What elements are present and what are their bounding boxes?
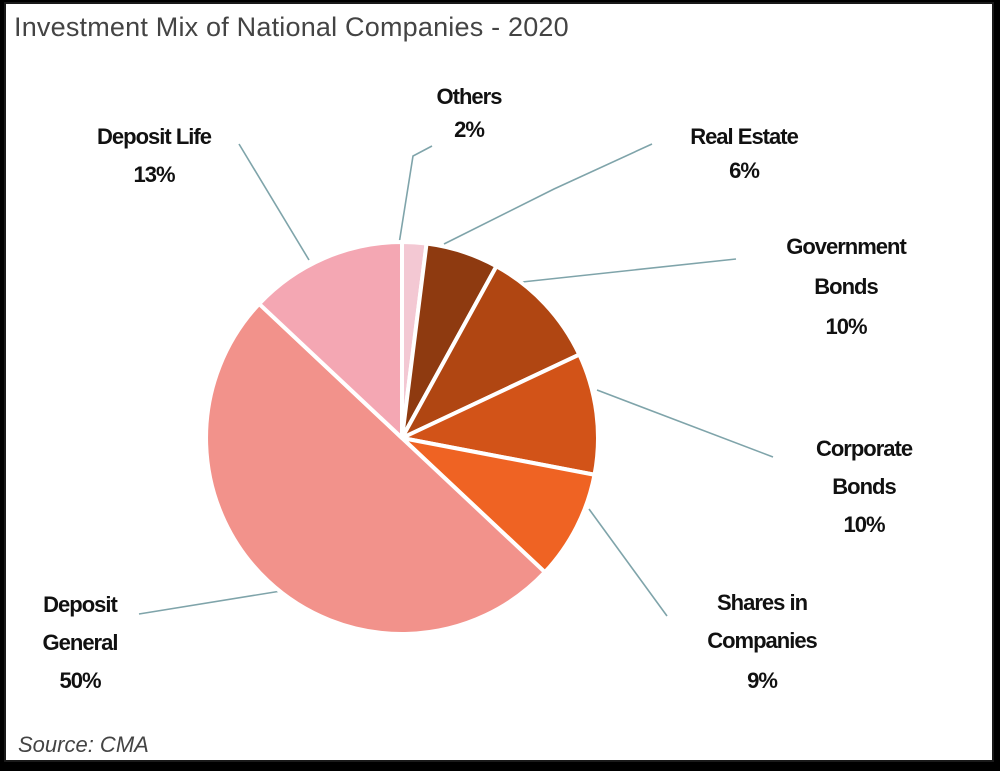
data-label-line: 10% xyxy=(843,512,884,537)
chart-title: Investment Mix of National Companies - 2… xyxy=(14,12,569,42)
data-label-line: Real Estate xyxy=(690,124,798,149)
pie-slice-shares-in-companies xyxy=(400,436,597,575)
data-label-line: Companies xyxy=(707,628,817,653)
pie-slice-government-bonds xyxy=(400,264,582,440)
leader-line-others xyxy=(398,145,433,245)
data-label-real-estate: Real Estate 6% xyxy=(690,124,799,183)
data-label-line: 6% xyxy=(729,158,759,183)
leader-line-deposit-general xyxy=(138,590,282,615)
leader-line-real-estate xyxy=(443,143,653,245)
data-label-line: General xyxy=(43,630,118,655)
pie-slice-deposit-life xyxy=(257,240,404,440)
leader-line-government-bonds xyxy=(521,258,737,283)
data-label-line: Government xyxy=(786,234,907,259)
pie-slice-deposit-general xyxy=(204,301,547,636)
data-label-deposit-general: Deposit General 50% xyxy=(43,592,120,693)
data-label-deposit-life: Deposit Life 13% xyxy=(97,124,213,187)
data-label-line: 10% xyxy=(825,314,866,339)
data-label-line: Deposit Life xyxy=(97,124,212,149)
data-label-shares-in-companies: Shares in Companies 9% xyxy=(707,590,818,693)
data-label-others: Others 2% xyxy=(437,84,504,142)
data-label-line: Corporate xyxy=(816,436,913,461)
data-label-line: Deposit xyxy=(43,592,118,617)
chart-frame: Investment Mix of National Companies - 2… xyxy=(4,2,994,762)
data-label-line: Others xyxy=(437,84,503,109)
data-label-government-bonds: Government Bonds 10% xyxy=(786,234,908,339)
data-label-line: Bonds xyxy=(814,274,878,299)
leader-line-corporate-bonds xyxy=(596,389,774,458)
data-label-line: Shares in xyxy=(717,590,808,615)
data-label-line: 13% xyxy=(133,162,174,187)
leader-line-shares-in-companies xyxy=(588,508,668,617)
leader-line-deposit-life xyxy=(238,143,310,261)
pie-slice-corporate-bonds xyxy=(400,352,600,477)
data-label-line: Bonds xyxy=(832,474,896,499)
data-label-line: 9% xyxy=(747,668,777,693)
data-label-line: 50% xyxy=(59,668,100,693)
chart-source: Source: CMA xyxy=(18,732,149,757)
data-label-corporate-bonds: Corporate Bonds 10% xyxy=(816,436,914,537)
data-label-line: 2% xyxy=(454,117,484,142)
